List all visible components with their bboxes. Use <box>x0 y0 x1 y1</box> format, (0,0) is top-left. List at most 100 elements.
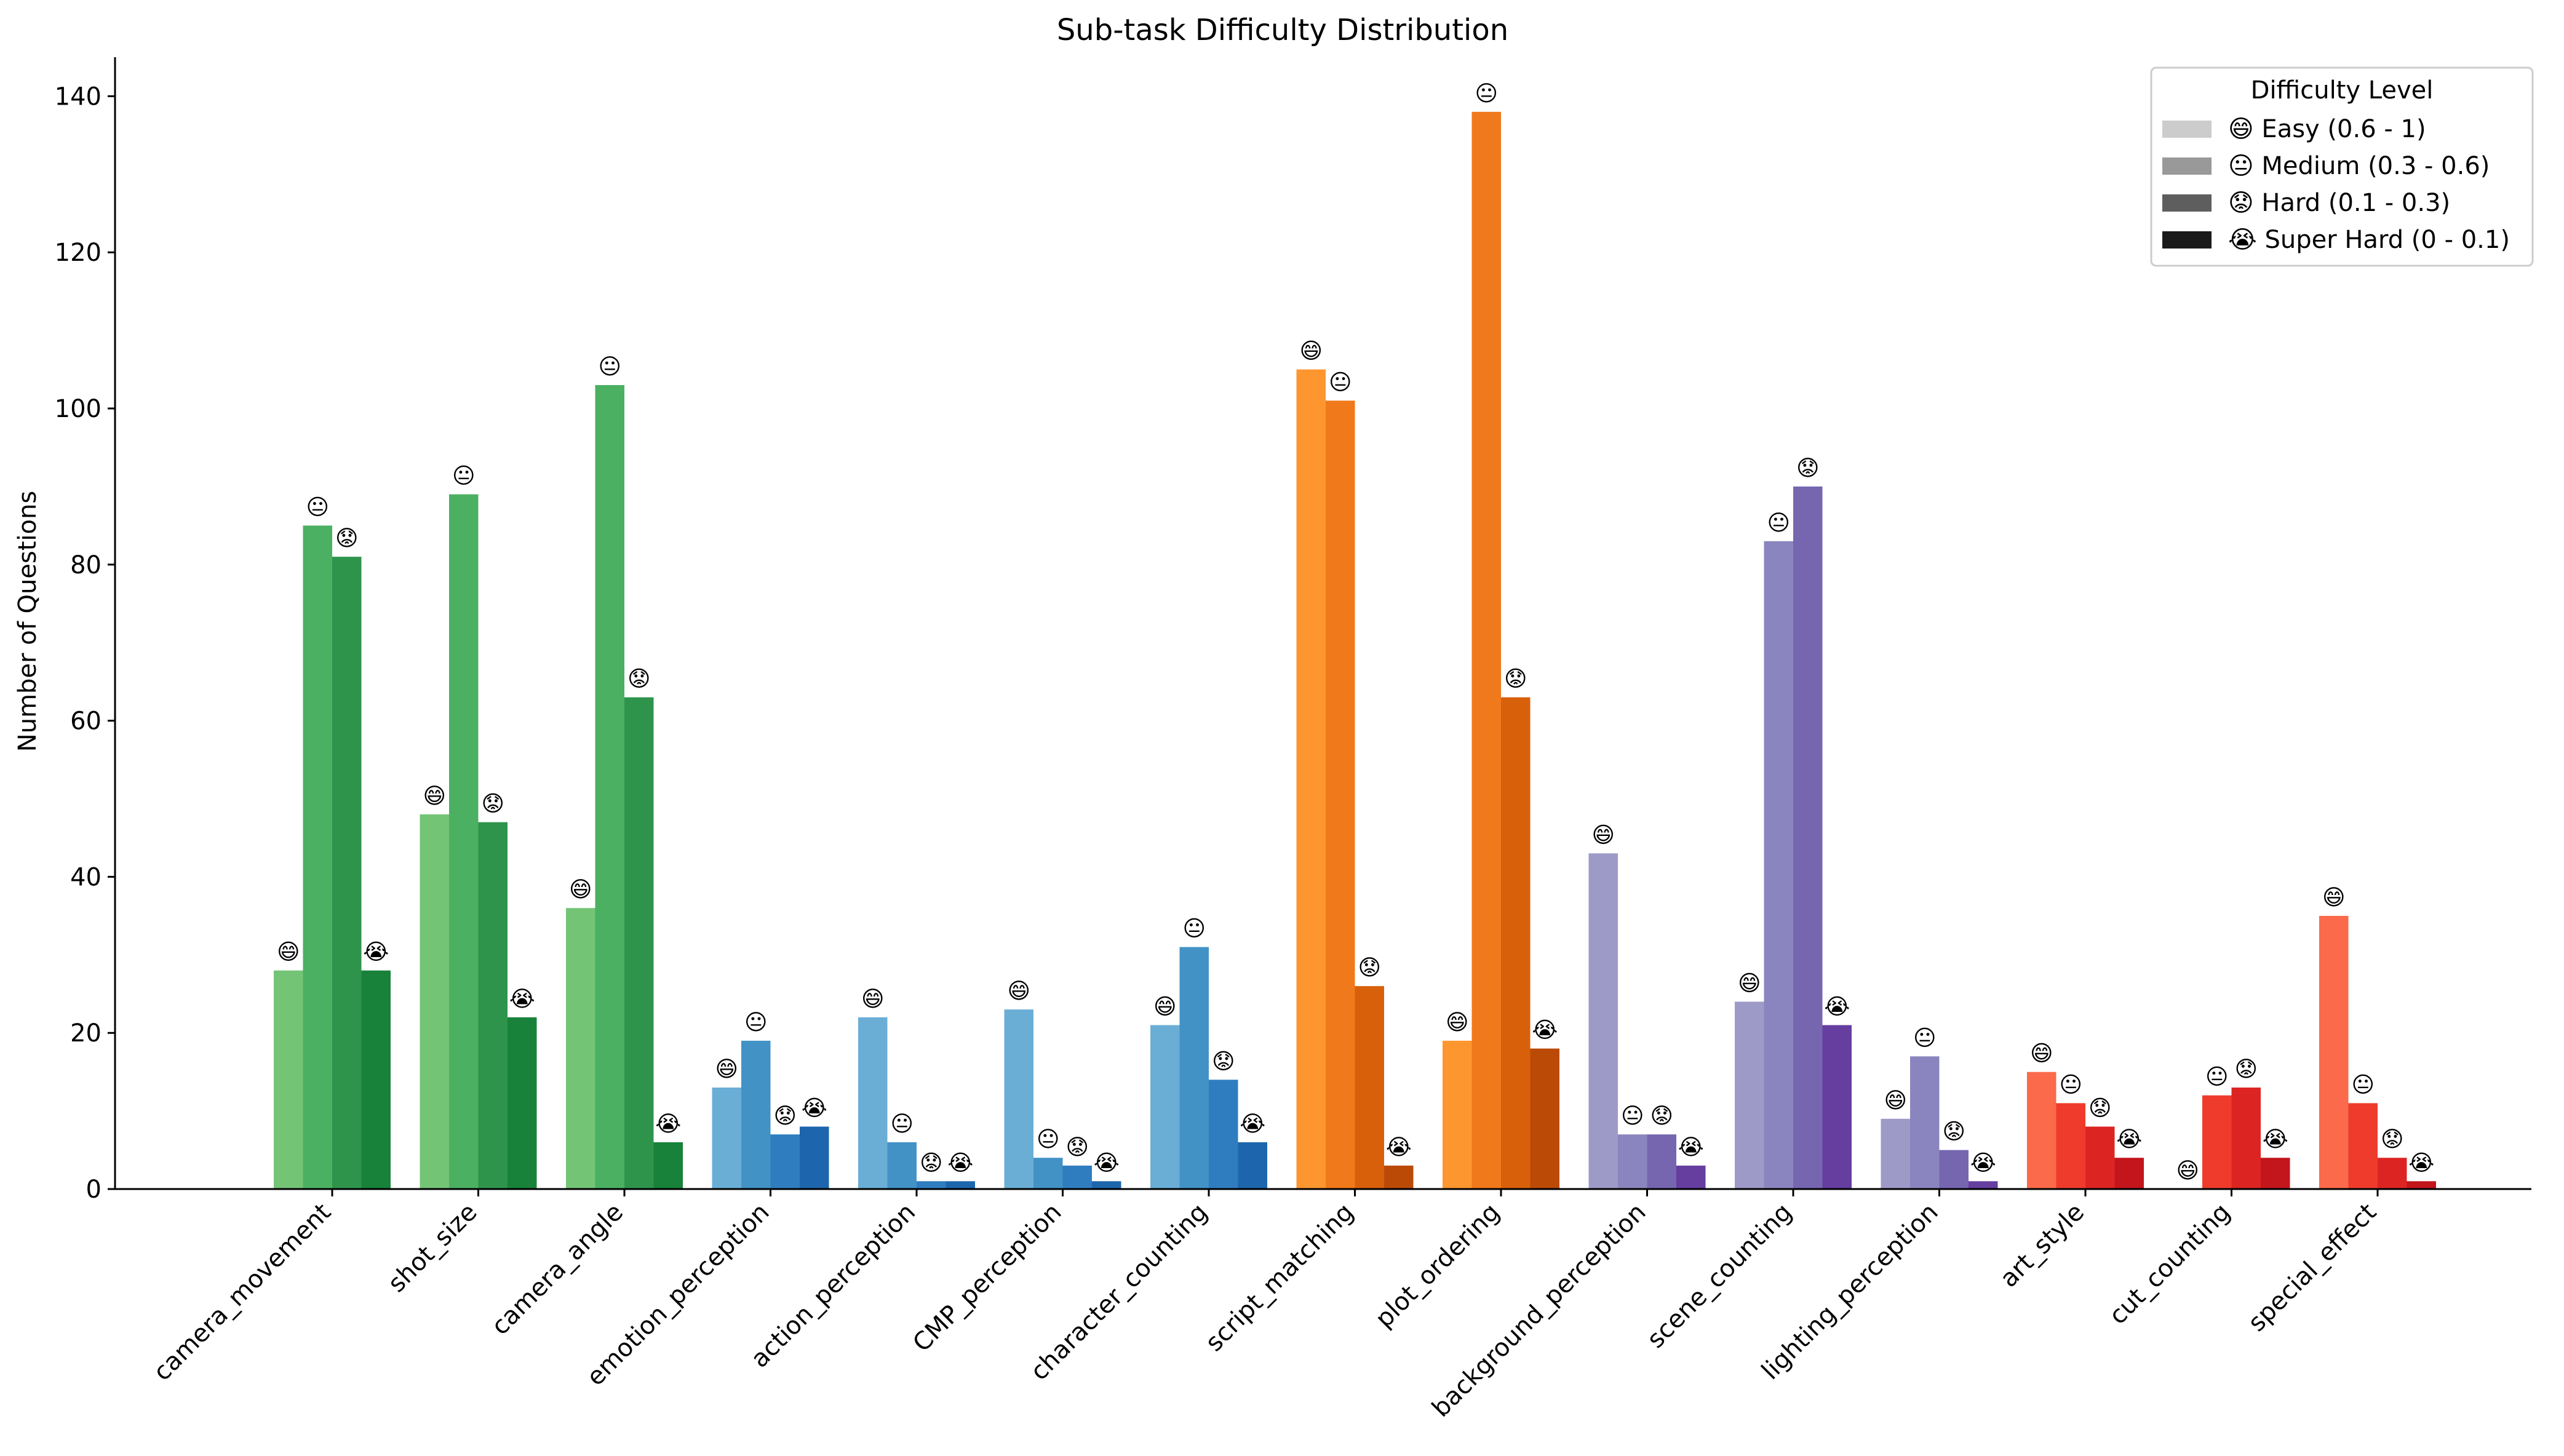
bar-art_style-2 <box>2085 1126 2115 1189</box>
x-tick-label: CMP_perception <box>907 1198 1067 1358</box>
y-tick-label: 140 <box>55 82 102 111</box>
bar-lighting_perception-3 <box>1969 1181 1998 1189</box>
bar-special_effect-0 <box>2319 915 2349 1189</box>
x-tick-label: cut_counting <box>2104 1198 2236 1331</box>
emoji-label-lighting_perception-3: 😭 <box>1970 1150 1996 1176</box>
legend-label-1: 😐 Medium (0.3 - 0.6) <box>2228 152 2490 180</box>
emoji-label-cut_counting-0: 😄 <box>2176 1158 2200 1183</box>
bar-action_perception-3 <box>946 1181 975 1189</box>
emoji-label-CMP_perception-1: 😐 <box>1037 1127 1060 1152</box>
emoji-label-cut_counting-2: 😟 <box>2235 1057 2258 1082</box>
bar-emotion_perception-1 <box>741 1040 771 1189</box>
emoji-label-background_perception-2: 😟 <box>1650 1104 1674 1129</box>
bar-scene_counting-1 <box>1764 541 1793 1189</box>
legend: Difficulty Level 😄 Easy (0.6 - 1) 😐 Medium… <box>2150 66 2534 267</box>
emoji-label-camera_angle-2: 😟 <box>627 667 651 692</box>
bar-art_style-1 <box>2056 1103 2085 1189</box>
emoji-label-script_matching-2: 😟 <box>1358 955 1382 981</box>
bar-scene_counting-0 <box>1735 1001 1764 1189</box>
emoji-label-CMP_perception-0: 😄 <box>1008 979 1031 1004</box>
legend-swatch-1 <box>2162 157 2212 175</box>
bar-plot_ordering-2 <box>1501 697 1531 1189</box>
emoji-label-emotion_perception-0: 😄 <box>715 1057 739 1082</box>
bar-script_matching-2 <box>1355 986 1384 1189</box>
bar-scene_counting-2 <box>1793 486 1823 1189</box>
bar-camera_angle-0 <box>566 908 595 1189</box>
emoji-label-scene_counting-2: 😟 <box>1796 456 1820 481</box>
bar-art_style-3 <box>2114 1158 2144 1189</box>
bar-script_matching-1 <box>1326 400 1355 1189</box>
emoji-label-action_perception-0: 😄 <box>861 987 885 1012</box>
chart-title: Sub-task Difficulty Distribution <box>1057 13 1508 47</box>
emoji-label-lighting_perception-1: 😐 <box>1913 1025 1937 1051</box>
emoji-label-shot_size-2: 😟 <box>482 792 505 817</box>
bar-plot_ordering-1 <box>1471 111 1501 1189</box>
x-tick-label: camera_angle <box>486 1198 629 1341</box>
emoji-label-action_perception-1: 😐 <box>891 1112 914 1137</box>
emoji-label-plot_ordering-3: 😭 <box>1532 1018 1558 1043</box>
emoji-label-art_style-1: 😐 <box>2060 1072 2083 1097</box>
emoji-label-camera_movement-1: 😐 <box>306 495 330 520</box>
bar-character_counting-0 <box>1150 1025 1180 1189</box>
emoji-label-shot_size-3: 😭 <box>509 987 535 1012</box>
x-tick-label: shot_size <box>383 1198 483 1299</box>
emoji-labels-group: 😄😐😟😭😄😐😟😭😄😐😟😭😄😐😟 😭😄😐😟 😭😄😐 😟😭😄😐😟😭😄😐😟😭😄😐😟😭😄😐 😟😭… <box>277 81 2434 1183</box>
bar-shot_size-1 <box>449 494 479 1189</box>
emoji-label-background_perception-1: 😐 <box>1621 1104 1644 1129</box>
emoji-label-emotion_perception-3: 😭 <box>802 1096 827 1121</box>
bar-script_matching-3 <box>1384 1165 1414 1189</box>
bar-lighting_perception-0 <box>1881 1118 1910 1189</box>
emoji-label-special_effect-1: 😐 <box>2352 1072 2375 1097</box>
bar-lighting_perception-1 <box>1910 1056 1940 1189</box>
bar-background_perception-0 <box>1588 853 1618 1189</box>
emoji-label-shot_size-0: 😄 <box>423 784 447 809</box>
y-tick-label: 100 <box>55 395 102 423</box>
emoji-label-camera_movement-2: 😟 <box>335 526 359 551</box>
bar-plot_ordering-0 <box>1443 1040 1472 1189</box>
emoji-label-camera_movement-3: 😭 <box>363 940 389 965</box>
bar-action_perception-2 <box>917 1181 946 1189</box>
legend-swatch-0 <box>2162 121 2212 138</box>
emoji-label-art_style-3: 😭 <box>2116 1127 2142 1152</box>
bar-camera_angle-1 <box>595 385 624 1189</box>
bar-CMP_perception-1 <box>1033 1158 1063 1189</box>
bar-action_perception-0 <box>858 1017 888 1189</box>
x-tick-label: art_style <box>1995 1198 2090 1294</box>
bar-special_effect-1 <box>2348 1103 2378 1189</box>
y-axis-title: Number of Questions <box>14 491 42 752</box>
legend-label-2: 😟 Hard (0.1 - 0.3) <box>2228 189 2450 217</box>
emoji-label-scene_counting-1: 😐 <box>1767 511 1791 536</box>
emoji-label-lighting_perception-2: 😟 <box>1943 1120 1966 1145</box>
bar-art_style-0 <box>2027 1072 2056 1189</box>
bar-character_counting-2 <box>1209 1080 1238 1189</box>
y-tick-label: 20 <box>70 1019 102 1048</box>
bar-action_perception-1 <box>887 1142 917 1189</box>
emoji-label-character_counting-0: 😄 <box>1153 995 1177 1020</box>
emoji-label-action_perception-2: 😟 <box>920 1150 943 1176</box>
emoji-label-plot_ordering-0: 😄 <box>1446 1010 1469 1035</box>
bar-special_effect-3 <box>2407 1181 2436 1189</box>
y-tick-label: 40 <box>70 863 102 891</box>
emoji-label-scene_counting-3: 😭 <box>1824 995 1850 1020</box>
bar-cut_counting-2 <box>2231 1088 2261 1189</box>
emoji-label-art_style-2: 😟 <box>2088 1096 2112 1121</box>
bar-cut_counting-3 <box>2261 1158 2290 1189</box>
emoji-label-special_effect-3: 😭 <box>2408 1150 2434 1176</box>
emoji-label-character_counting-1: 😐 <box>1183 917 1206 942</box>
emoji-label-character_counting-3: 😭 <box>1240 1112 1265 1137</box>
emoji-label-scene_counting-0: 😄 <box>1738 971 1761 996</box>
x-tick-label: scene_counting <box>1642 1198 1798 1354</box>
emoji-label-art_style-0: 😄 <box>2030 1041 2053 1067</box>
bar-camera_movement-1 <box>303 525 332 1189</box>
bar-CMP_perception-0 <box>1004 1009 1033 1189</box>
emoji-label-CMP_perception-2: 😟 <box>1066 1135 1089 1160</box>
bar-shot_size-2 <box>478 822 508 1189</box>
legend-box <box>2150 66 2534 267</box>
bar-background_perception-2 <box>1647 1134 1676 1189</box>
bar-background_perception-3 <box>1676 1165 1706 1189</box>
bar-character_counting-1 <box>1179 947 1209 1189</box>
x-tick-label: special_effect <box>2243 1198 2382 1337</box>
emoji-label-script_matching-3: 😭 <box>1386 1135 1412 1160</box>
x-tick-label: camera_movement <box>148 1198 336 1386</box>
emoji-label-emotion_perception-2: 😟 <box>774 1104 797 1129</box>
